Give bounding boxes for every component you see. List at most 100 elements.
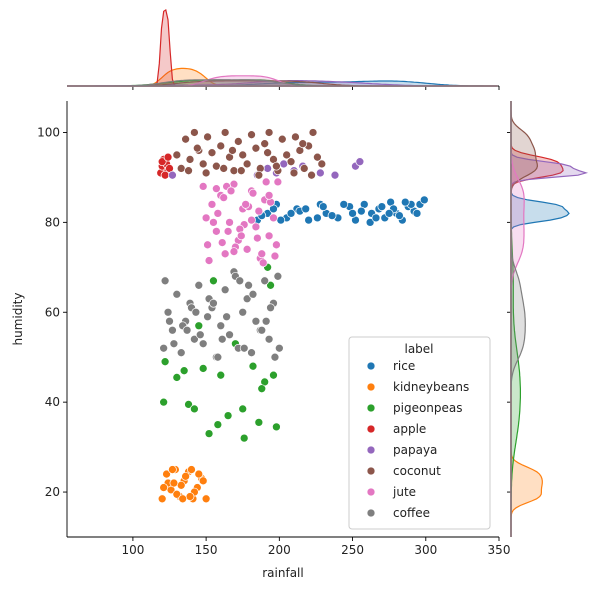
legend-label: pigeonpeas (393, 401, 463, 415)
data-point (258, 326, 266, 334)
data-point (255, 418, 263, 426)
data-point (168, 171, 176, 179)
data-point (274, 272, 282, 280)
data-point (305, 216, 313, 224)
x-tick-label: 100 (121, 543, 144, 557)
data-point (243, 245, 251, 253)
series-coconut (173, 128, 326, 179)
data-point (239, 151, 247, 159)
data-point (258, 385, 266, 393)
data-point (209, 299, 217, 307)
data-point (308, 171, 316, 179)
data-point (212, 227, 220, 235)
series-jute (199, 178, 282, 267)
data-point (319, 203, 327, 211)
data-point (226, 218, 234, 226)
data-point (249, 290, 257, 298)
series-kidneybeans (158, 466, 210, 503)
data-point (275, 344, 283, 352)
data-point (395, 212, 403, 220)
legend-label: rice (393, 359, 415, 373)
legend-label: jute (392, 485, 416, 499)
data-point (340, 200, 348, 208)
data-point (265, 128, 273, 136)
data-point (261, 140, 269, 148)
data-point (228, 146, 236, 154)
data-point (239, 308, 247, 316)
data-point (190, 405, 198, 413)
data-point (277, 216, 285, 224)
data-point (240, 344, 248, 352)
legend-marker (367, 509, 375, 517)
x-tick-label: 200 (268, 543, 291, 557)
y-tick-label: 80 (45, 215, 60, 229)
top-kde-apple (67, 10, 498, 86)
data-point (240, 434, 248, 442)
data-point (227, 187, 235, 195)
x-axis-title: rainfall (262, 566, 303, 580)
data-point (166, 317, 174, 325)
data-point (217, 371, 225, 379)
data-point (217, 322, 225, 330)
legend-marker (367, 425, 375, 433)
data-point (196, 331, 204, 339)
data-point (199, 364, 207, 372)
x-ticks: 100 150 200 250 300 350 (121, 537, 510, 557)
data-point (264, 149, 272, 157)
data-point (300, 164, 308, 172)
data-point (237, 167, 245, 175)
data-point (261, 277, 269, 285)
data-point (185, 167, 193, 175)
legend-marker (367, 467, 375, 475)
y-tick-label: 20 (45, 485, 60, 499)
data-point (265, 191, 273, 199)
data-point (170, 479, 178, 487)
data-point (199, 160, 207, 168)
data-point (202, 169, 210, 177)
data-point (264, 164, 272, 172)
data-point (302, 205, 310, 213)
data-point (186, 493, 194, 501)
data-point (202, 495, 210, 503)
data-point (160, 344, 168, 352)
data-point (357, 207, 365, 215)
legend-label: coconut (393, 464, 441, 478)
data-point (209, 277, 217, 285)
data-point (192, 308, 200, 316)
data-point (272, 162, 280, 170)
series-papaya (168, 158, 363, 179)
x-tick-label: 350 (488, 543, 511, 557)
data-point (195, 322, 203, 330)
data-point (221, 286, 229, 294)
legend-marker (367, 404, 375, 412)
data-point (208, 149, 216, 157)
data-point (255, 171, 263, 179)
y-tick-label: 40 (45, 395, 60, 409)
x-tick-label: 300 (414, 543, 437, 557)
data-point (220, 194, 228, 202)
data-point (237, 232, 245, 240)
data-point (234, 137, 242, 145)
y-axis-title: humidity (11, 293, 25, 346)
data-point (204, 241, 212, 249)
data-point (271, 252, 279, 260)
data-point (180, 367, 188, 375)
data-point (278, 135, 286, 143)
legend: label ricekidneybeanspigeonpeasapplepapa… (349, 337, 490, 529)
data-point (287, 158, 295, 166)
data-point (242, 200, 250, 208)
data-point (182, 472, 190, 480)
data-point (287, 209, 295, 217)
data-point (199, 340, 207, 348)
data-point (236, 277, 244, 285)
data-point (158, 495, 166, 503)
data-point (252, 144, 260, 152)
data-point (161, 171, 169, 179)
data-point (204, 313, 212, 321)
data-point (160, 398, 168, 406)
data-point (267, 304, 275, 312)
data-point (179, 495, 187, 503)
data-point (269, 371, 277, 379)
data-point (161, 358, 169, 366)
